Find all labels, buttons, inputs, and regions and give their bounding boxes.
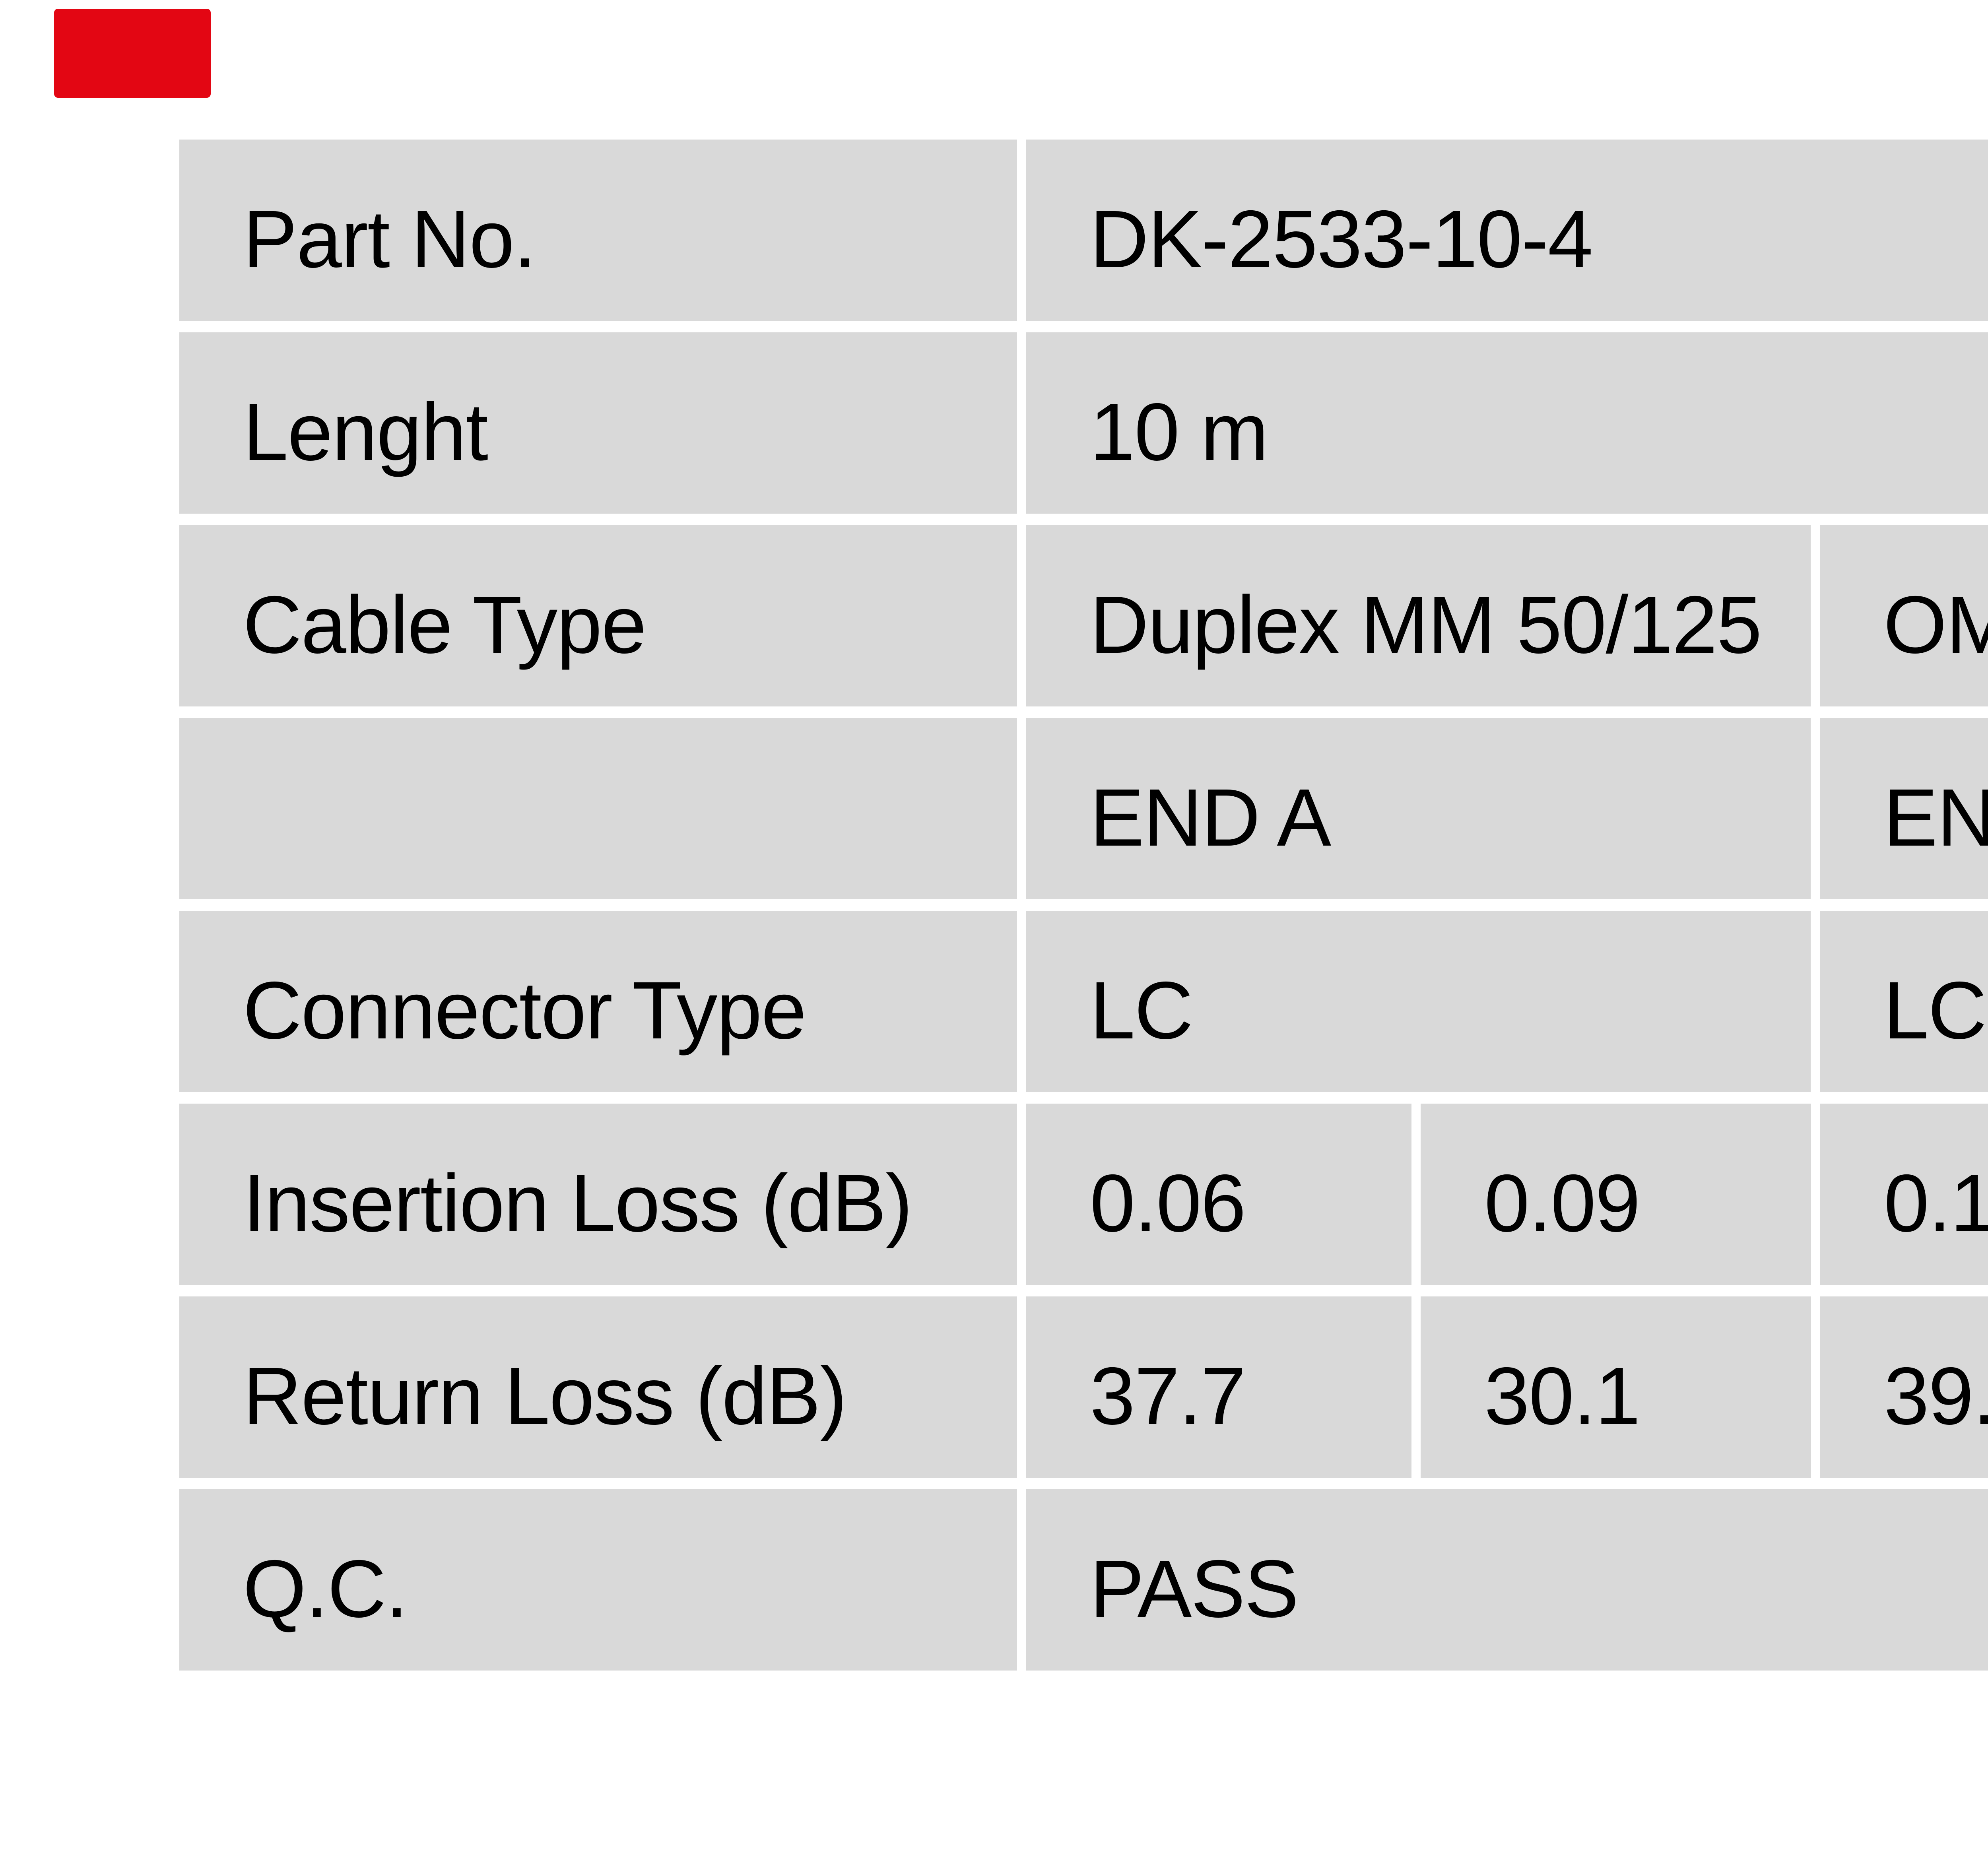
label-cable-type: Cable Type — [179, 525, 1017, 706]
red-badge — [54, 9, 211, 98]
label-connector-type: Connector Type — [179, 911, 1017, 1092]
value-cable-type-a: Duplex MM 50/125 — [1026, 525, 1811, 706]
value-length: 10 m — [1026, 332, 1988, 514]
table-row-return-loss: Return Loss (dB) 37.7 30.1 39.5 39.7 — [179, 1296, 1988, 1478]
label-qc: Q.C. — [179, 1489, 1017, 1671]
value-return-loss-2: 30.1 — [1421, 1296, 1811, 1478]
value-cable-type-b: OM4 LSZH — [1820, 525, 1988, 706]
value-insertion-loss-2: 0.09 — [1421, 1104, 1811, 1285]
label-length: Lenght — [179, 332, 1017, 514]
value-qc-result: PASS — [1026, 1489, 1988, 1671]
table-row-part-no: Part No. DK-2533-10-4 — [179, 140, 1988, 321]
value-return-loss-3: 39.5 — [1820, 1296, 1988, 1478]
value-part-no: DK-2533-10-4 — [1026, 140, 1988, 321]
value-return-loss-1: 37.7 — [1026, 1296, 1411, 1478]
value-connector-end-b: LC — [1820, 911, 1988, 1092]
table-row-insertion-loss: Insertion Loss (dB) 0.06 0.09 0.17 0.11 — [179, 1104, 1988, 1285]
label-return-loss: Return Loss (dB) — [179, 1296, 1017, 1478]
table-row-qc: Q.C. PASS — [179, 1489, 1988, 1671]
label-insertion-loss: Insertion Loss (dB) — [179, 1104, 1017, 1285]
header-end-a: END A — [1026, 718, 1811, 899]
value-insertion-loss-3: 0.17 — [1820, 1104, 1988, 1285]
table-row-ends-header: END A END B — [179, 718, 1988, 899]
table-row-connector-type: Connector Type LC LC — [179, 911, 1988, 1092]
table-row-length: Lenght 10 m — [179, 332, 1988, 514]
label-part-no: Part No. — [179, 140, 1017, 321]
value-insertion-loss-1: 0.06 — [1026, 1104, 1411, 1285]
table-row-cable-type: Cable Type Duplex MM 50/125 OM4 LSZH — [179, 525, 1988, 706]
spec-table: Part No. DK-2533-10-4 Lenght 10 m Cable … — [179, 140, 1988, 1671]
value-connector-end-a: LC — [1026, 911, 1811, 1092]
label-empty — [179, 718, 1017, 899]
header-end-b: END B — [1820, 718, 1988, 899]
